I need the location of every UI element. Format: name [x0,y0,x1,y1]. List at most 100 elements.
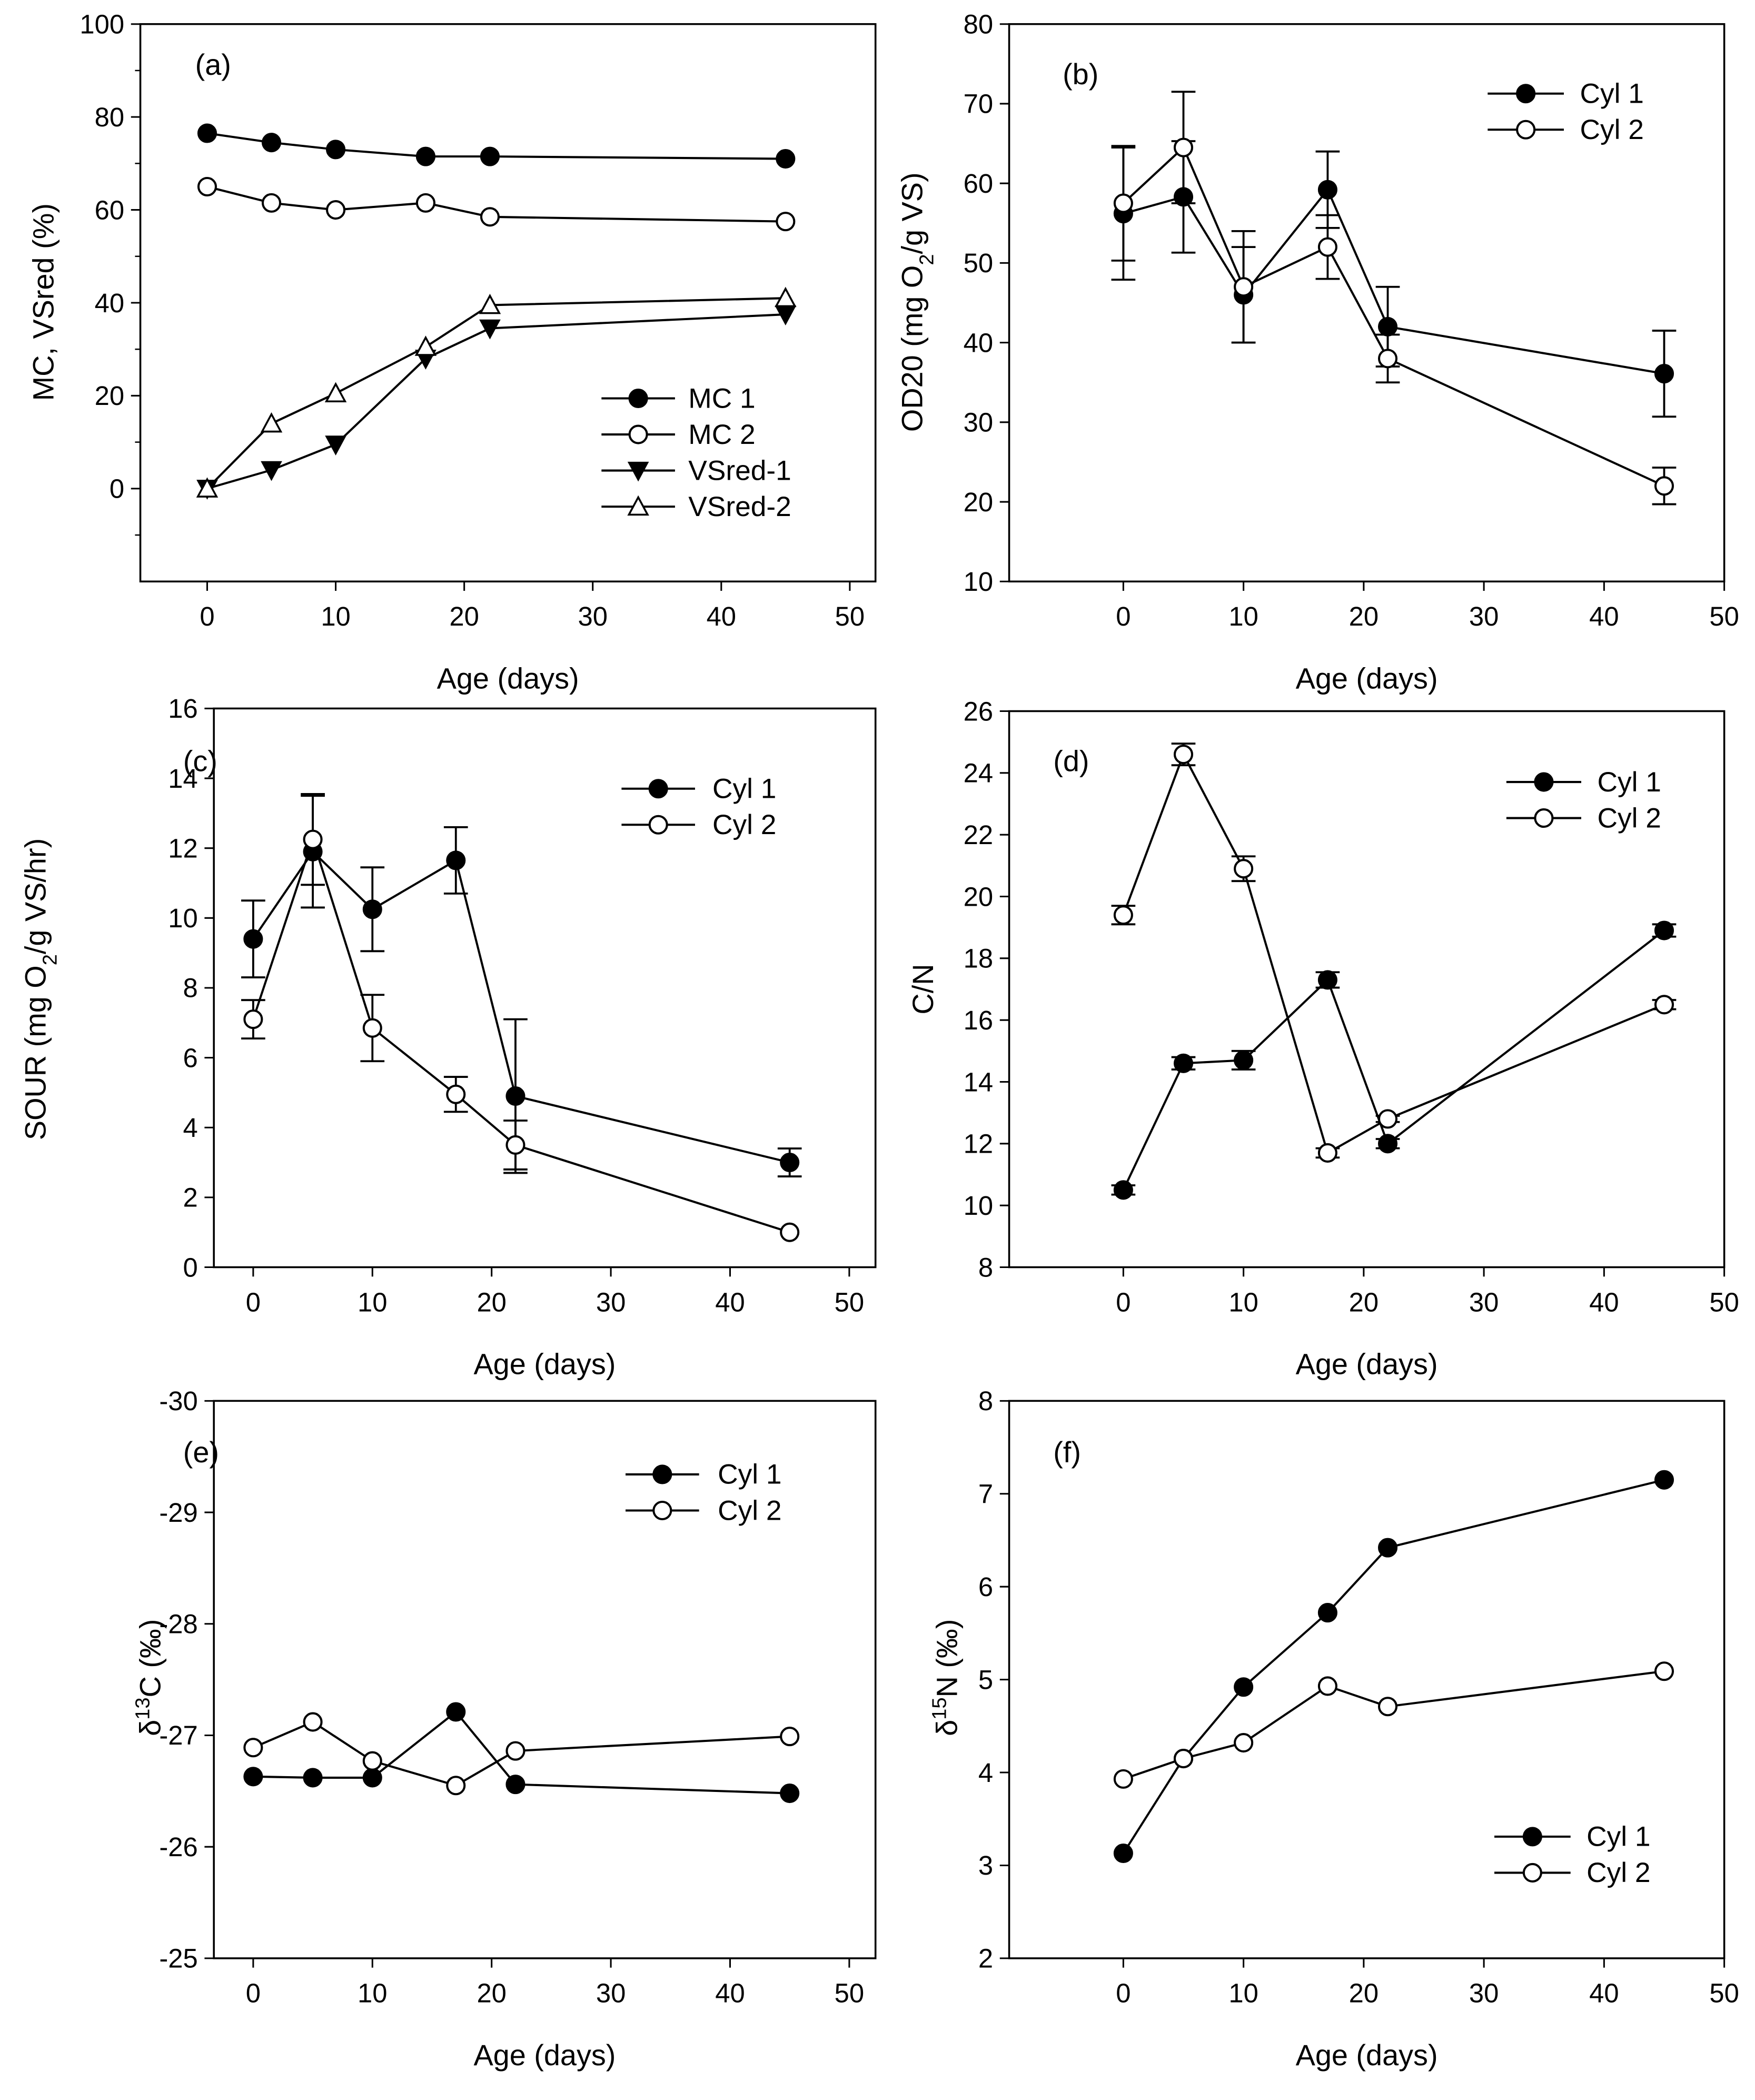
y-axis-label: δ13C (‰) [132,1619,167,1736]
series-line [1122,929,1665,1191]
data-point [1173,745,1194,765]
x-axis-label: Age (days) [1296,1348,1438,1381]
data-point [1317,237,1337,257]
data-point [1234,1733,1254,1753]
y-tick-label: 24 [964,758,993,788]
legend-marker [628,388,648,409]
y-axis-label-part: 13 [132,1698,154,1720]
y-tick-label: 16 [168,694,197,724]
series-cyl-2 [1113,1661,1674,1789]
data-point [780,1784,800,1804]
x-tick-label: 10 [1228,1287,1258,1317]
legend-label: Cyl 2 [1597,803,1661,834]
data-point [1654,1470,1674,1490]
data-point [261,133,282,153]
y-tick-label: 8 [183,973,197,1003]
y-tick-label: 30 [964,408,993,438]
series-cyl-1 [1111,140,1677,418]
data-point [446,1776,466,1796]
x-tick-label: 30 [596,1978,626,2008]
data-point [1377,1109,1398,1129]
legend-marker [652,1500,672,1521]
y-tick-label: 4 [183,1113,197,1143]
y-tick-label: 50 [964,248,993,278]
legend-marker [1522,1827,1542,1847]
legend-marker [627,495,649,516]
x-tick-label: 50 [1709,1978,1739,2008]
data-point [326,200,346,220]
series-cyl-2 [1111,91,1677,506]
y-tick-label: 3 [978,1850,993,1880]
x-tick-label: 10 [1228,601,1258,631]
y-axis-label-part: N (‰) [930,1619,964,1698]
plot-frame [213,1400,877,1959]
y-tick-label: 20 [964,881,993,912]
y-axis-label-part: OD20 (mg O [896,265,929,432]
y-tick-label: 60 [964,169,993,199]
data-point [775,286,797,308]
series-line [206,297,786,490]
legend-label: Cyl 2 [1587,1857,1650,1888]
data-point [1173,1749,1194,1769]
y-axis-label-part: C/N [906,964,939,1014]
data-point [362,1751,382,1771]
y-tick-label: -26 [159,1832,197,1862]
legend-marker [1522,1863,1542,1883]
data-point [505,1086,525,1106]
x-tick-label: 20 [477,1287,506,1317]
y-tick-label: 20 [964,487,993,517]
legend-label: VSred-2 [688,491,791,522]
legend-label: Cyl 1 [718,1459,781,1490]
x-tick-label: 10 [358,1287,387,1317]
y-axis-label-part: /g VS) [896,172,929,254]
panel-label: (f) [1053,1435,1081,1469]
data-point [1234,277,1254,297]
series-cyl-2 [243,1712,800,1796]
series-line [1122,145,1665,487]
data-point [1654,476,1674,496]
x-tick-label: 20 [1349,1287,1379,1317]
data-point [480,207,500,227]
data-point [1654,995,1674,1015]
legend-marker [1516,120,1536,140]
data-point [1317,970,1337,990]
y-tick-label: 14 [964,1067,993,1097]
x-tick-label: 50 [835,1287,864,1317]
x-tick-label: 40 [1589,601,1619,631]
data-point [1317,1676,1337,1696]
y-tick-label: 6 [183,1043,197,1073]
y-axis-label-part: δ [930,1720,964,1736]
data-point [780,1222,800,1242]
series-line [207,132,786,160]
y-tick-label: 22 [964,820,993,850]
x-tick-label: 20 [477,1978,506,2008]
series-cyl-1 [241,795,802,1177]
y-axis-label-part: SOUR (mg O [18,965,52,1140]
data-point [1173,137,1194,157]
data-point [1377,1697,1398,1717]
y-tick-label: 10 [964,1191,993,1221]
y-axis-label-part: δ [134,1720,167,1736]
data-point [1654,920,1674,940]
y-tick-label: 60 [95,195,124,225]
data-point [1113,1769,1133,1789]
series-line [253,1720,790,1787]
series-line [253,1710,790,1795]
data-point [1113,193,1133,213]
panel-label: (b) [1063,57,1098,91]
data-point [325,435,346,456]
x-tick-label: 10 [1228,1978,1258,2008]
x-tick-label: 20 [449,601,479,631]
chart-panel-a: 0 10 20 30 40 50 0 20 40 60 80 100 Age (days) MC, VSr… [27,9,877,695]
y-axis-label-part: 15 [929,1698,951,1720]
y-tick-label: 12 [964,1129,993,1159]
data-point [196,477,219,498]
y-tick-label: 40 [964,328,993,358]
y-tick-label: 14 [168,764,197,794]
plot-frame [1008,710,1726,1269]
data-point [243,929,263,949]
series-line [1122,1479,1664,1854]
x-tick-label: 50 [835,601,865,631]
series-mc-2 [197,176,796,232]
